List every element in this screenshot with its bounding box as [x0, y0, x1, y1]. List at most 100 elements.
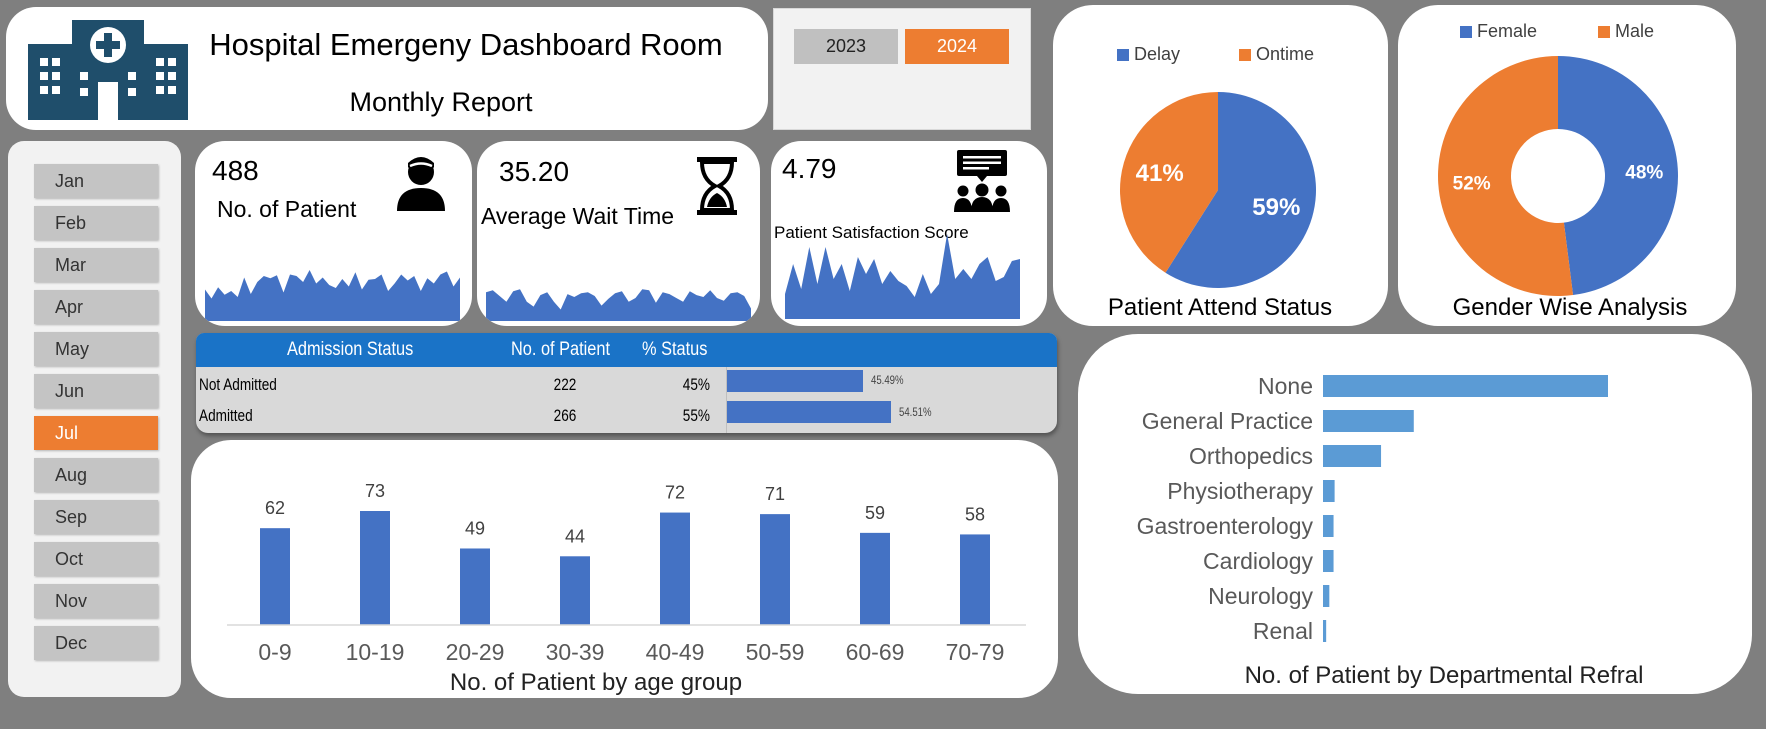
legend-swatch-delay: [1117, 49, 1129, 61]
month-button-jul[interactable]: Jul: [34, 416, 158, 450]
admission-bar-admitted: [727, 401, 891, 423]
patient-icon: [397, 157, 445, 211]
row-count: 266: [553, 406, 576, 425]
hourglass-icon: [697, 157, 737, 215]
attend-status-pie-chart: Delay Ontime 59% 41% Patient Attend Statu…: [1108, 44, 1332, 321]
bar-general-practice: [1323, 410, 1414, 432]
bar-0-9: [260, 528, 290, 625]
legend-label-delay: Delay: [1134, 44, 1180, 64]
data-label: 58: [965, 504, 985, 524]
chart-title: No. of Patient by age group: [450, 669, 742, 696]
legend-label-male: Male: [1615, 21, 1654, 41]
column-header-status: Admission Status: [287, 339, 414, 360]
tick-label: 30-39: [546, 639, 605, 665]
row-status: Not Admitted: [199, 375, 277, 394]
slice-label-female: 48%: [1625, 163, 1663, 184]
chart-title: Patient Attend Status: [1108, 294, 1332, 321]
tick-label: None: [1258, 373, 1313, 399]
data-label: 72: [665, 483, 685, 503]
kpi-card-patients: 488 No. of Patient: [195, 141, 472, 326]
month-button-mar[interactable]: Mar: [34, 248, 158, 282]
attend-status-chart-card: Delay Ontime 59% 41% Patient Attend Statu…: [1053, 5, 1388, 326]
admission-bar-label: 54.51%: [899, 405, 932, 419]
data-label: 59: [865, 503, 885, 523]
data-label: 73: [365, 481, 385, 501]
kpi-satisfaction-value: 4.79: [782, 153, 837, 184]
row-count: 222: [553, 375, 576, 394]
bar-70-79: [960, 534, 990, 625]
tick-label: Orthopedics: [1189, 443, 1313, 469]
slice-female: [1558, 56, 1679, 296]
report-header: Hospital Emergeny Dashboard Room Monthly…: [6, 7, 768, 130]
age-group-chart-card: 62 0-9 73 10-19 49 20-29 44 30-39 72 40-49 71 50-59…: [191, 440, 1058, 698]
slice-label-delay: 59%: [1252, 194, 1300, 221]
slice-ontime: [1120, 92, 1218, 273]
tick-label: Gastroenterology: [1137, 513, 1314, 539]
chart-title: Gender Wise Analysis: [1453, 294, 1688, 321]
tick-label: Neurology: [1208, 583, 1313, 609]
bar-orthopedics: [1323, 445, 1382, 467]
bar-60-69: [860, 532, 890, 625]
bar-cardiology: [1323, 550, 1334, 572]
admission-bar-not-admitted: [727, 370, 863, 392]
bar-30-39: [560, 556, 590, 625]
kpi-wait-value: 35.20: [499, 156, 570, 187]
row-percent: 45%: [682, 375, 710, 394]
kpi-card-satisfaction: 4.79 Patient Satisfaction Score: [771, 141, 1047, 326]
tick-label: 60-69: [846, 639, 905, 665]
month-button-jan[interactable]: Jan: [34, 164, 158, 198]
bar-40-49: [660, 512, 690, 625]
age-group-bar-chart: 62 0-9 73 10-19 49 20-29 44 30-39 72 40-49 71 50-59…: [227, 481, 1026, 696]
bar-20-29: [460, 548, 490, 625]
department-bar-chart: None General Practice Orthopedics Physiothe…: [1137, 373, 1644, 689]
row-status: Admitted: [199, 406, 253, 425]
admission-bar-label: 45.49%: [871, 373, 904, 387]
month-slicer: Jan Feb Mar Apr May Jun Jul Aug Sep Oct …: [8, 141, 181, 697]
year-button-2024[interactable]: 2024: [905, 29, 1009, 64]
month-button-nov[interactable]: Nov: [34, 584, 158, 618]
bar-10-19: [360, 511, 390, 625]
legend-swatch-female: [1460, 26, 1472, 38]
kpi-card-wait-time: 35.20 Average Wait Time: [477, 141, 760, 326]
tick-label: Cardiology: [1203, 548, 1313, 574]
data-label: 71: [765, 484, 785, 504]
chart-title: No. of Patient by Departmental Refral: [1245, 662, 1644, 689]
data-label: 44: [565, 526, 585, 546]
tick-label: 70-79: [946, 639, 1005, 665]
bar-gastroenterology: [1323, 515, 1334, 537]
month-button-jun[interactable]: Jun: [34, 374, 158, 408]
tick-label: 50-59: [746, 639, 805, 665]
year-button-2023[interactable]: 2023: [794, 29, 898, 64]
tick-label: 0-9: [258, 639, 291, 665]
month-button-apr[interactable]: Apr: [34, 290, 158, 324]
tick-label: General Practice: [1142, 408, 1313, 434]
gender-donut-chart: Female Male 48% 52% Gender Wise Analysis: [1438, 21, 1688, 321]
dashboard-subtitle: Monthly Report: [349, 87, 533, 117]
kpi-patients-label: No. of Patient: [217, 196, 357, 222]
legend-swatch-ontime: [1239, 49, 1251, 61]
slice-label-male: 52%: [1453, 173, 1491, 194]
tick-label: 10-19: [346, 639, 405, 665]
department-chart-card: None General Practice Orthopedics Physiothe…: [1078, 334, 1752, 694]
bar-none: [1323, 375, 1608, 397]
month-button-sep[interactable]: Sep: [34, 500, 158, 534]
pie-slices: 59% 41%: [1120, 92, 1316, 288]
month-button-feb[interactable]: Feb: [34, 206, 158, 240]
satisfaction-trend-area: [785, 234, 1020, 319]
wait-time-trend-sparkline: [486, 289, 751, 321]
bar-50-59: [760, 514, 790, 625]
tick-label: Physiotherapy: [1167, 478, 1313, 504]
bar-neurology: [1323, 585, 1330, 607]
kpi-satisfaction-label: Patient Satisfaction Score: [774, 223, 969, 242]
column-header-count: No. of Patient: [511, 339, 611, 360]
month-button-dec[interactable]: Dec: [34, 626, 158, 660]
month-button-aug[interactable]: Aug: [34, 458, 158, 492]
month-button-oct[interactable]: Oct: [34, 542, 158, 576]
month-button-may[interactable]: May: [34, 332, 158, 366]
legend-label-ontime: Ontime: [1256, 44, 1314, 64]
year-slicer: 2023 2024: [773, 8, 1031, 130]
tick-label: Renal: [1253, 618, 1313, 644]
slice-label-ontime: 41%: [1136, 160, 1184, 187]
age-bars: 62 0-9 73 10-19 49 20-29 44 30-39 72 40-49 71 50-59…: [258, 481, 1004, 665]
patients-trend-sparkline: [205, 270, 460, 321]
